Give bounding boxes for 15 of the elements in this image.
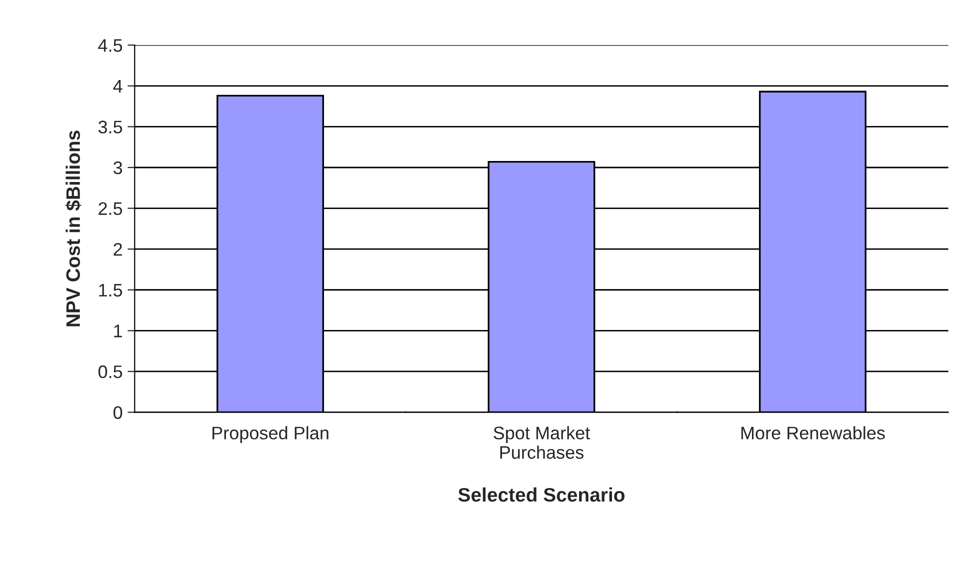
y-tick-label: 4.5 — [98, 39, 122, 52]
y-tick-label: 2 — [114, 243, 122, 256]
y-tick-label: 3 — [113, 161, 122, 174]
y-axis-title: NPV Cost in $Billions — [65, 130, 82, 326]
x-axis-title: Selected Scenario — [458, 487, 624, 502]
y-tick-label: 0.5 — [98, 365, 122, 378]
y-tick-label: 2.5 — [98, 202, 122, 216]
y-tick-label: 0 — [114, 406, 122, 419]
y-tick-label: 1 — [114, 324, 122, 338]
x-tick-label: Spot Market Purchases — [494, 426, 590, 459]
x-tick-label: Proposed Plan — [212, 426, 328, 443]
y-tick-label: 4 — [113, 80, 122, 92]
y-tick-label: 1.5 — [99, 284, 122, 297]
y-tick-label: 3.5 — [98, 120, 122, 134]
x-tick-label: More Renewables — [741, 426, 885, 440]
